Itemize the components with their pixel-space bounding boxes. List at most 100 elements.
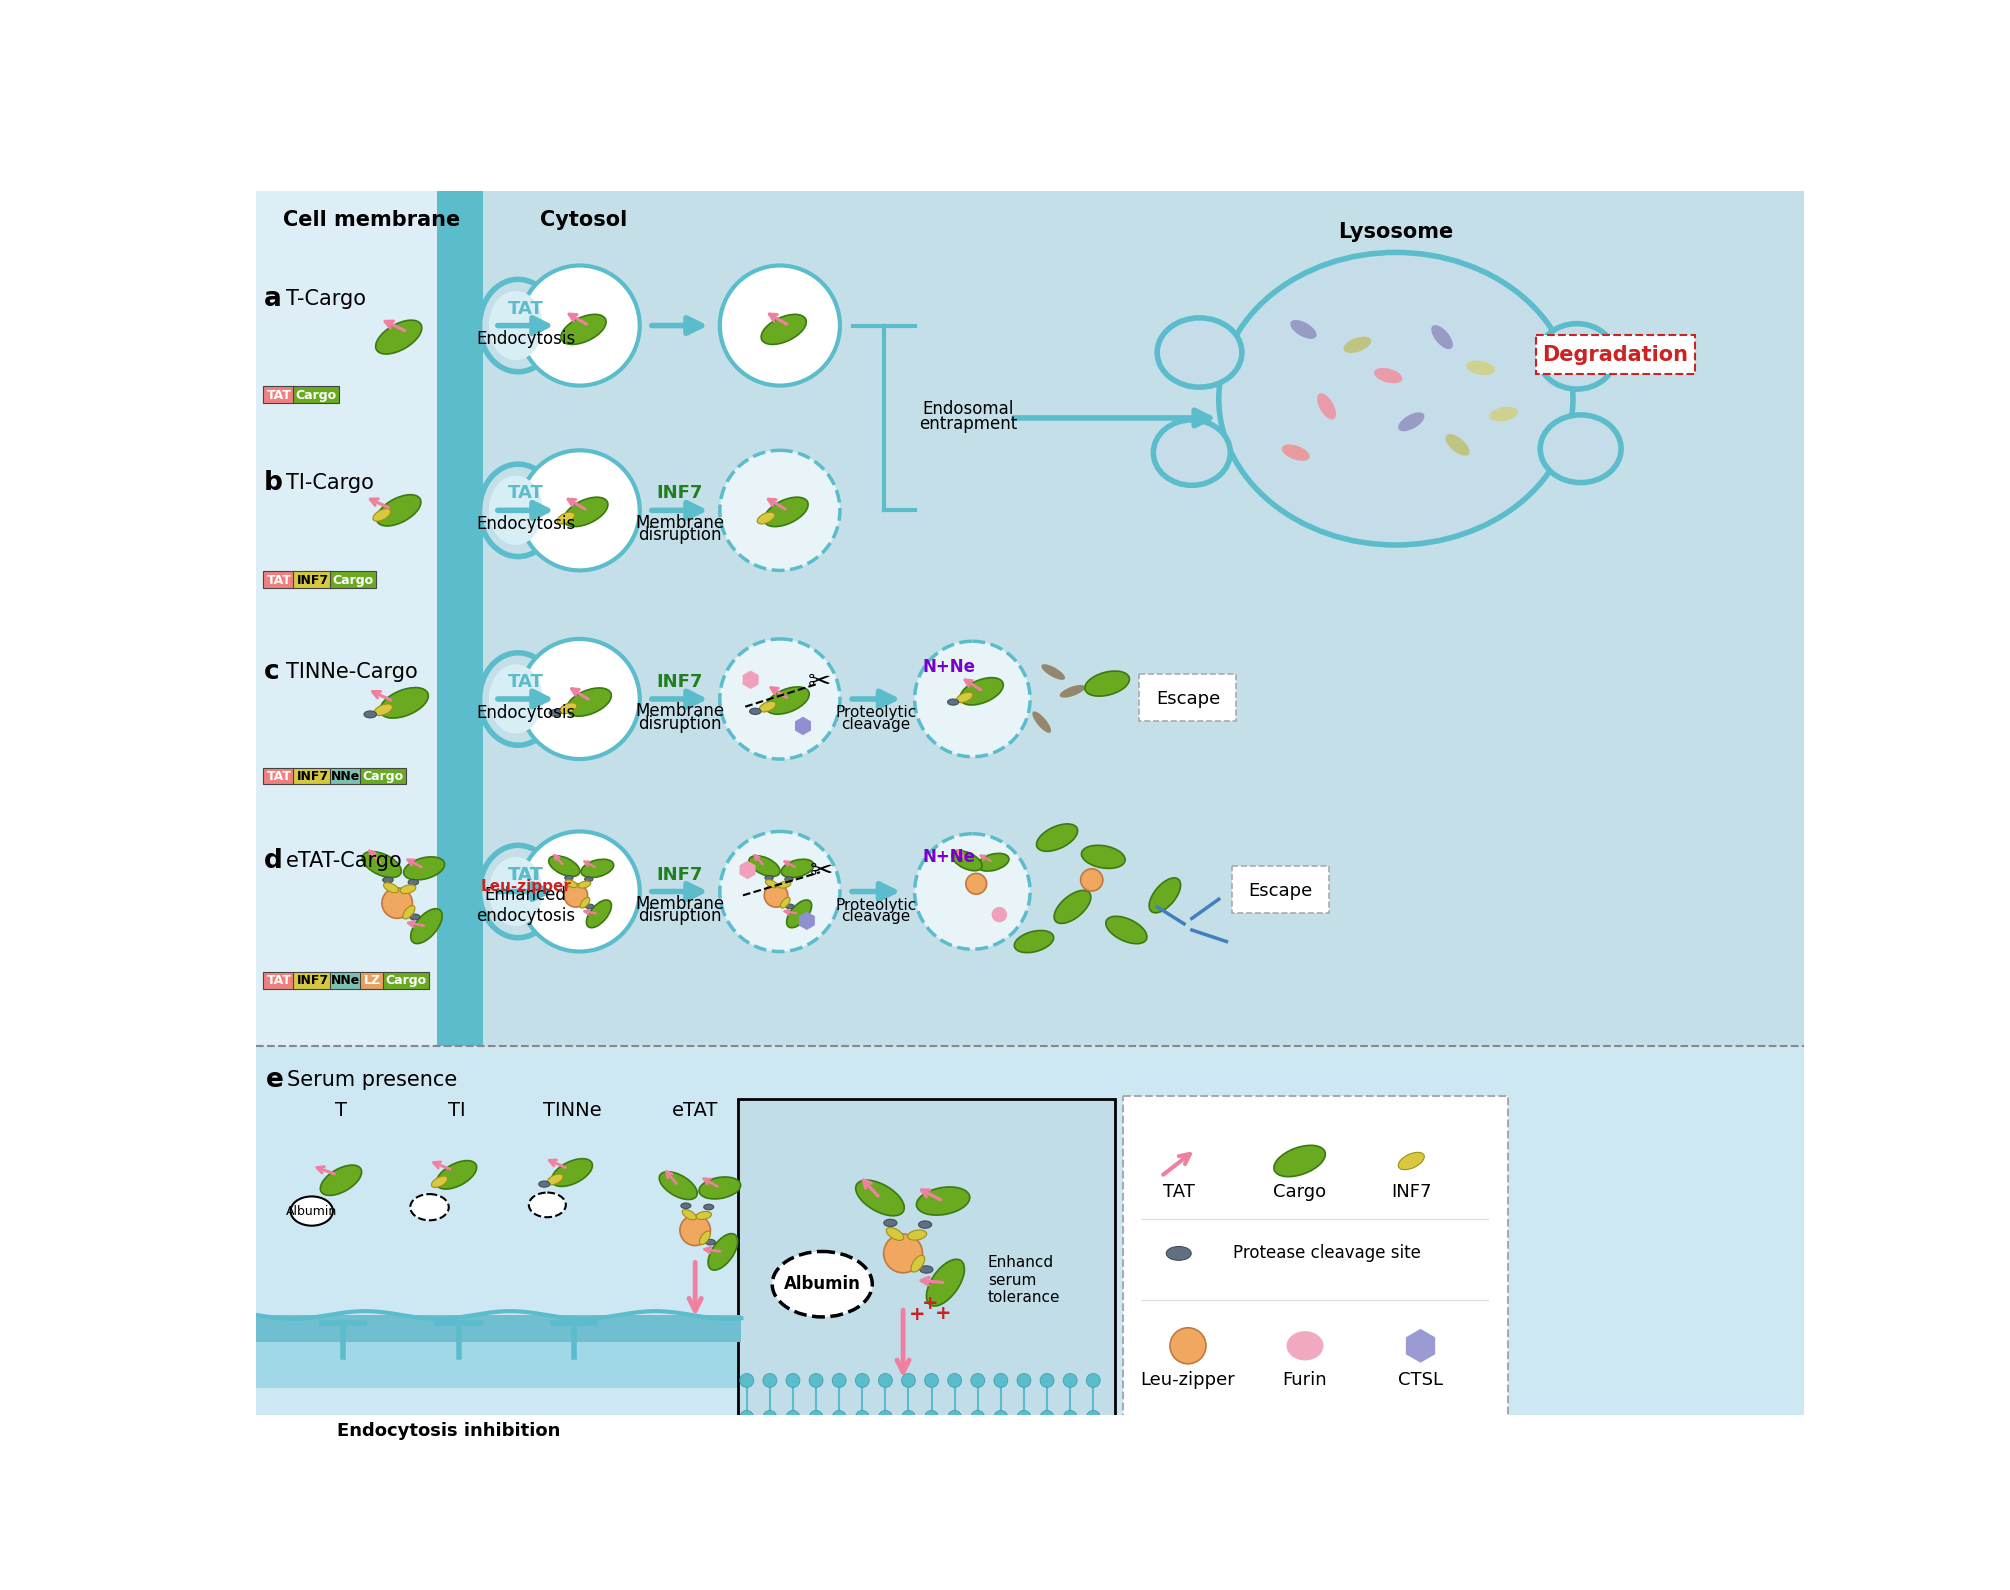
Circle shape (949, 1410, 961, 1425)
Text: +: + (909, 1305, 925, 1324)
Circle shape (720, 266, 840, 386)
Ellipse shape (1037, 824, 1077, 851)
Text: Serum presence: Serum presence (287, 1070, 458, 1091)
Text: +: + (935, 1304, 951, 1323)
FancyBboxPatch shape (263, 386, 295, 404)
Ellipse shape (758, 512, 774, 525)
Text: eTAT-Cargo: eTAT-Cargo (285, 851, 402, 871)
Circle shape (915, 641, 1029, 757)
Text: INF7: INF7 (657, 865, 703, 884)
Ellipse shape (529, 1192, 567, 1218)
Ellipse shape (1375, 367, 1403, 383)
Ellipse shape (706, 1239, 716, 1245)
Circle shape (856, 1410, 868, 1425)
Text: INF7: INF7 (295, 574, 328, 587)
Text: cleavage: cleavage (842, 909, 911, 924)
Ellipse shape (1015, 930, 1053, 952)
Text: TAT: TAT (509, 865, 545, 884)
Circle shape (521, 266, 639, 386)
Ellipse shape (961, 677, 1003, 704)
Bar (257, 191, 1805, 1046)
Ellipse shape (549, 855, 579, 876)
Text: Cargo: Cargo (332, 574, 374, 587)
Text: disruption: disruption (637, 526, 722, 544)
Text: +: + (923, 1294, 939, 1313)
Circle shape (993, 1410, 1007, 1425)
Ellipse shape (977, 854, 1009, 871)
Ellipse shape (480, 464, 557, 556)
Ellipse shape (699, 1177, 740, 1199)
Text: TI: TI (448, 1102, 464, 1121)
Ellipse shape (1290, 320, 1317, 339)
Circle shape (1085, 1374, 1099, 1388)
Ellipse shape (585, 905, 593, 909)
Text: e: e (265, 1067, 283, 1094)
Circle shape (971, 1374, 985, 1388)
Bar (484, 191, 1803, 1046)
Ellipse shape (907, 1231, 927, 1240)
Text: TAT: TAT (267, 390, 291, 402)
Text: eTAT: eTAT (671, 1102, 718, 1121)
Text: Leu-zipper: Leu-zipper (480, 879, 571, 895)
Ellipse shape (374, 509, 390, 522)
Ellipse shape (563, 498, 607, 526)
Text: NNe: NNe (332, 975, 360, 987)
Circle shape (1039, 1410, 1053, 1425)
Text: a: a (263, 286, 281, 312)
Text: Albumin: Albumin (285, 1205, 338, 1218)
Ellipse shape (488, 475, 543, 545)
Ellipse shape (957, 692, 973, 703)
Circle shape (810, 1410, 822, 1425)
Ellipse shape (1085, 671, 1130, 696)
Text: Cell membrane: Cell membrane (283, 210, 460, 231)
FancyBboxPatch shape (263, 768, 295, 784)
Ellipse shape (708, 1234, 738, 1270)
Circle shape (764, 1410, 776, 1425)
Bar (257, 1315, 742, 1342)
Circle shape (1063, 1410, 1077, 1425)
Ellipse shape (927, 1259, 965, 1305)
Ellipse shape (1431, 324, 1453, 350)
Ellipse shape (376, 320, 422, 355)
Ellipse shape (917, 1188, 969, 1215)
Ellipse shape (364, 711, 376, 717)
Ellipse shape (681, 1210, 695, 1220)
Text: c: c (263, 658, 279, 685)
Ellipse shape (786, 900, 812, 927)
Text: TAT: TAT (267, 770, 291, 784)
Text: Lysosome: Lysosome (1339, 221, 1453, 242)
Text: LZ: LZ (364, 975, 382, 987)
Text: TAT: TAT (1164, 1183, 1194, 1200)
Ellipse shape (551, 1159, 593, 1186)
Text: T-Cargo: T-Cargo (285, 289, 366, 308)
Ellipse shape (1041, 665, 1065, 681)
Text: Degradation: Degradation (1542, 345, 1688, 364)
Ellipse shape (1399, 1153, 1425, 1170)
Ellipse shape (1317, 393, 1337, 420)
Text: TINNe: TINNe (543, 1102, 601, 1121)
Ellipse shape (362, 852, 402, 878)
Circle shape (1017, 1374, 1031, 1388)
Text: Enhancd
serum
tolerance: Enhancd serum tolerance (987, 1256, 1061, 1305)
Text: ✂: ✂ (808, 668, 832, 696)
Circle shape (521, 450, 639, 571)
Ellipse shape (400, 884, 416, 894)
Circle shape (1039, 1374, 1053, 1388)
Ellipse shape (410, 909, 442, 943)
Circle shape (720, 450, 840, 571)
Ellipse shape (565, 879, 577, 887)
Ellipse shape (1399, 412, 1425, 431)
Ellipse shape (659, 1172, 697, 1199)
Ellipse shape (480, 846, 557, 938)
Ellipse shape (780, 897, 790, 908)
Text: N+Ne: N+Ne (923, 658, 975, 676)
Text: CTSL: CTSL (1399, 1372, 1443, 1390)
FancyBboxPatch shape (293, 386, 338, 404)
Circle shape (832, 1410, 846, 1425)
Text: Endocytosis: Endocytosis (476, 704, 575, 722)
Ellipse shape (766, 687, 810, 714)
Ellipse shape (1218, 253, 1574, 545)
Circle shape (991, 906, 1007, 922)
Text: d: d (263, 847, 283, 873)
Circle shape (764, 884, 788, 908)
